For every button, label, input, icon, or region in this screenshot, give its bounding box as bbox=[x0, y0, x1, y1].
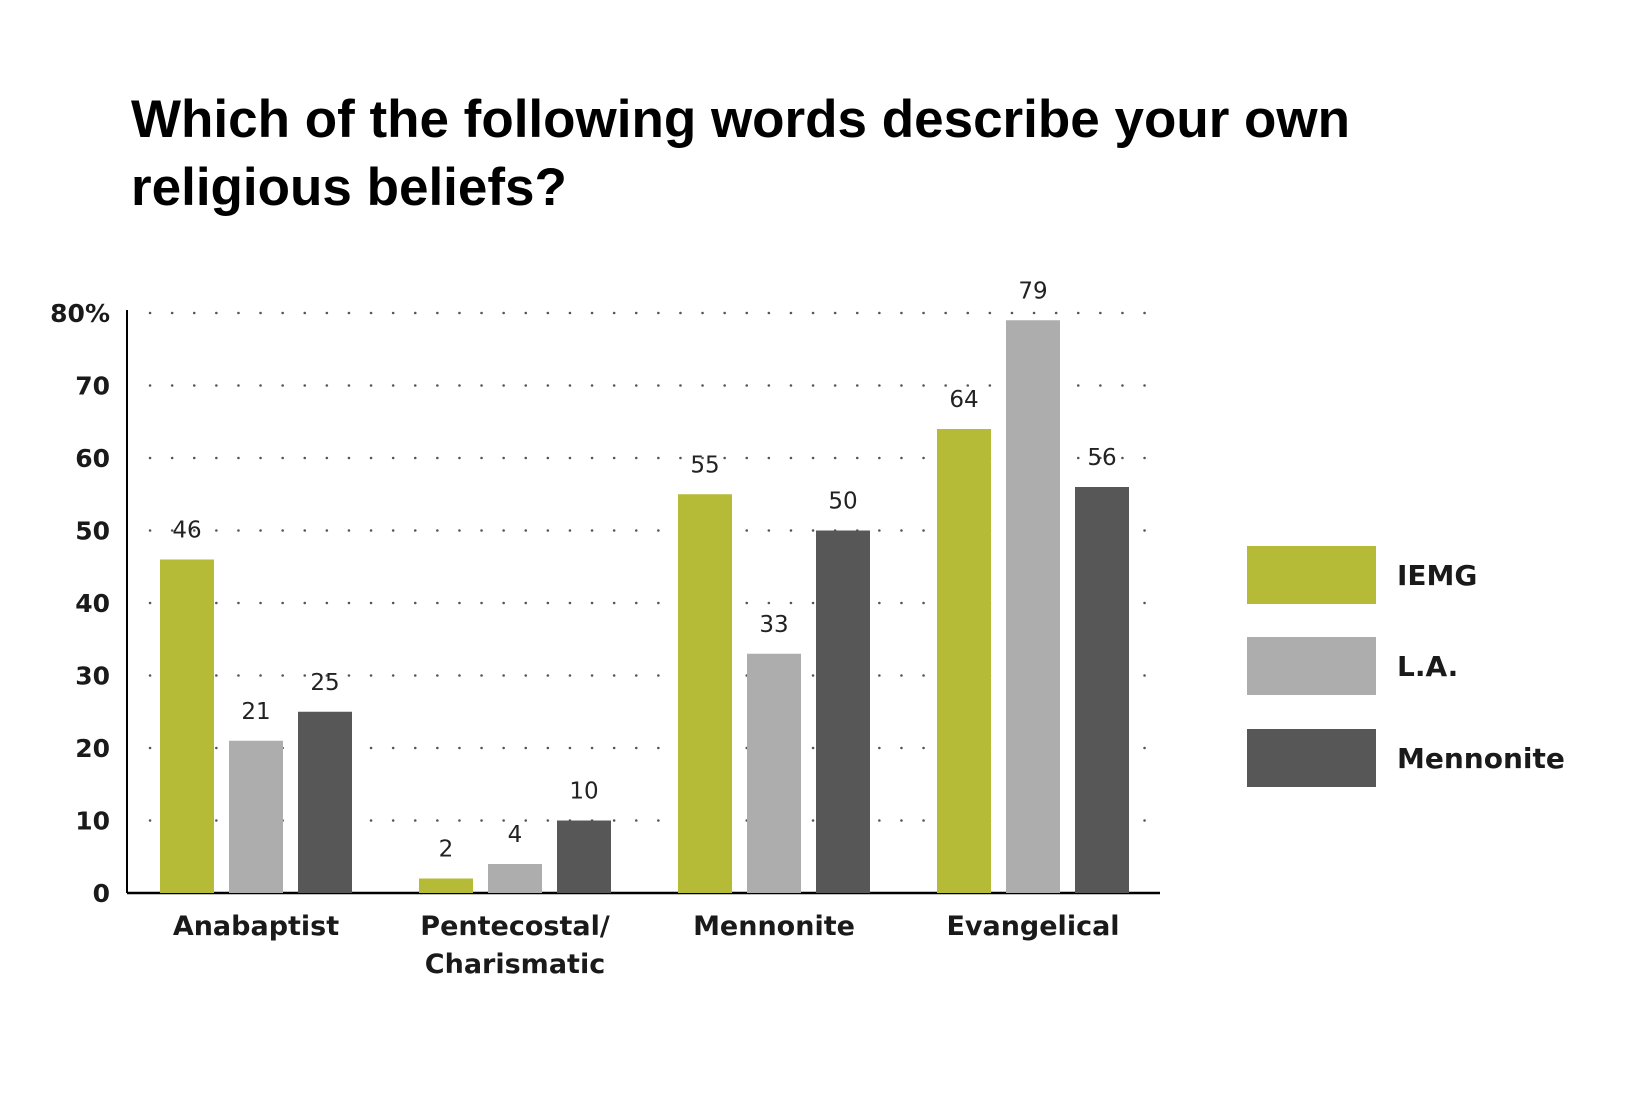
legend-swatch bbox=[1247, 729, 1376, 787]
bar-value-label: 46 bbox=[172, 518, 201, 544]
y-tick-label: 0 bbox=[93, 879, 110, 908]
bar-l-a bbox=[229, 740, 283, 893]
y-tick-label: 80% bbox=[50, 299, 110, 328]
bar-mennonite bbox=[1075, 487, 1129, 893]
bar-iemg bbox=[937, 429, 991, 893]
legend-label: IEMG bbox=[1397, 559, 1477, 592]
y-tick-label: 50 bbox=[75, 517, 110, 546]
bar-value-label: 10 bbox=[569, 779, 598, 805]
bar-mennonite bbox=[816, 530, 870, 893]
bar-value-label: 55 bbox=[690, 452, 719, 478]
bar-value-label: 79 bbox=[1018, 278, 1047, 304]
bar-value-label: 64 bbox=[949, 387, 978, 413]
bar-mennonite bbox=[298, 711, 352, 893]
bar-l-a bbox=[1006, 320, 1060, 893]
category-label: Mennonite bbox=[693, 911, 855, 942]
bar-value-label: 4 bbox=[508, 822, 523, 848]
category-label: Evangelical bbox=[946, 911, 1119, 942]
legend: IEMG L.A. Mennonite bbox=[1247, 546, 1565, 787]
category-label: Anabaptist bbox=[173, 911, 339, 942]
y-tick-label: 10 bbox=[75, 807, 110, 836]
bar-iemg bbox=[678, 494, 732, 893]
bar-value-label: 25 bbox=[310, 670, 339, 696]
legend-label: Mennonite bbox=[1397, 742, 1565, 775]
bar-iemg bbox=[419, 878, 473, 893]
bars bbox=[160, 320, 1129, 893]
y-tick-label: 30 bbox=[75, 662, 110, 691]
y-tick-label: 60 bbox=[75, 444, 110, 473]
bar-l-a bbox=[747, 653, 801, 893]
category-label: Pentecostal/ bbox=[420, 911, 610, 942]
bar-value-label: 2 bbox=[439, 837, 454, 863]
legend-label: L.A. bbox=[1397, 650, 1458, 683]
category-label: Charismatic bbox=[425, 949, 605, 980]
y-tick-label: 20 bbox=[75, 734, 110, 763]
bar-value-label: 33 bbox=[759, 612, 788, 638]
bar-l-a bbox=[488, 864, 542, 893]
y-tick-label: 70 bbox=[75, 372, 110, 401]
bar-iemg bbox=[160, 559, 214, 893]
bar-value-label: 56 bbox=[1087, 445, 1116, 471]
legend-swatch bbox=[1247, 637, 1376, 695]
bar-value-label: 21 bbox=[241, 699, 270, 725]
chart-title: Which of the following words describe yo… bbox=[131, 90, 1351, 217]
y-tick-label: 40 bbox=[75, 589, 110, 618]
data-labels: 46 2 55 64 21 4 33 79 25 10 50 56 bbox=[172, 278, 1116, 862]
bar-value-label: 50 bbox=[828, 489, 857, 515]
legend-swatch bbox=[1247, 546, 1376, 604]
bar-mennonite bbox=[557, 820, 611, 893]
